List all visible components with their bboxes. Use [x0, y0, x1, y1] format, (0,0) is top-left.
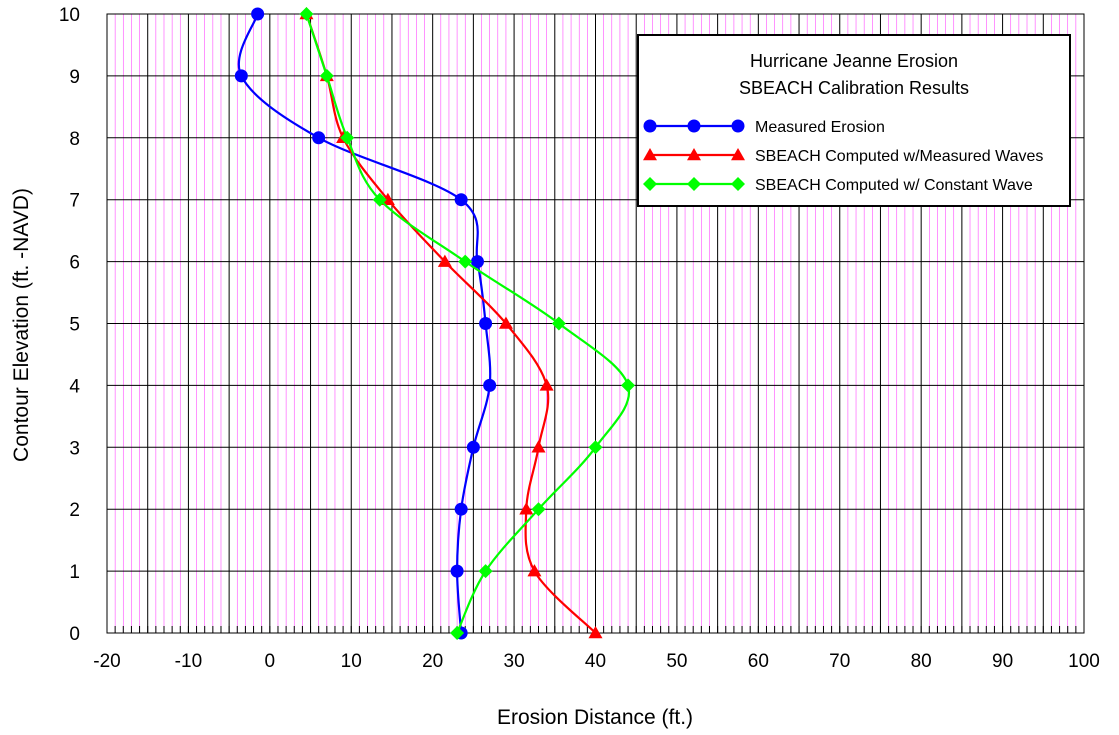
x-tick-label: 50: [666, 651, 687, 672]
legend-marker: [731, 119, 745, 133]
y-tick-label: 6: [69, 253, 80, 274]
legend-entry: SBEACH Computed w/Measured Waves: [643, 148, 1043, 165]
x-tick-label: 70: [829, 651, 850, 672]
x-tick-label: 90: [992, 651, 1013, 672]
data-point: [458, 254, 473, 269]
legend-marker: [687, 119, 701, 133]
data-point: [478, 564, 493, 579]
data-point: [251, 7, 265, 21]
y-tick-label: 2: [69, 500, 80, 521]
legend-marker: [643, 148, 657, 161]
legend-label: SBEACH Computed w/ Constant Wave: [755, 177, 1033, 194]
data-point: [450, 626, 465, 640]
data-point: [483, 378, 497, 392]
series-circle: [234, 7, 497, 640]
legend-marker: [731, 177, 745, 191]
data-point: [539, 378, 554, 391]
data-point: [437, 254, 452, 267]
data-point: [531, 502, 546, 517]
x-tick-labels: -20 -10 0 10 20 30 40 50 60 70 80 90 100: [93, 651, 1100, 672]
data-point: [527, 564, 542, 577]
data-point: [454, 193, 468, 207]
legend-box: [637, 34, 1071, 207]
y-tick-label: 9: [69, 67, 80, 88]
legend-entries: Measured Erosion SBEACH Computed w/Measur…: [643, 119, 1043, 194]
y-tick-label: 10: [59, 5, 80, 26]
x-tick-label: 40: [585, 651, 606, 672]
x-tick-label: 0: [265, 651, 276, 672]
y-axis-title: Contour Elevation (ft. -NAVD): [10, 188, 33, 462]
x-tick-label: 10: [341, 651, 362, 672]
y-tick-label: 7: [69, 191, 80, 212]
legend-entry: Measured Erosion: [643, 119, 885, 136]
legend-title-line1: Hurricane Jeanne Erosion: [750, 51, 958, 71]
x-tick-label: 20: [422, 651, 443, 672]
y-tick-label: 3: [69, 438, 80, 459]
x-minor-ticks: [106, 626, 1085, 633]
data-point: [372, 192, 387, 207]
data-point: [234, 69, 248, 83]
y-tick-label: 5: [69, 315, 80, 336]
y-tick-label: 4: [69, 376, 80, 397]
data-point: [498, 316, 513, 329]
data-point: [466, 440, 480, 454]
legend-marker: [731, 148, 745, 161]
x-tick-label: 80: [911, 651, 932, 672]
series-layer: [234, 7, 636, 640]
data-point: [531, 440, 546, 453]
data-point: [319, 68, 334, 83]
legend-marker: [687, 177, 701, 191]
legend-label: Measured Erosion: [755, 119, 885, 136]
legend: Hurricane Jeanne Erosion SBEACH Calibrat…: [637, 34, 1071, 207]
y-tick-labels: 0 1 2 3 4 5 6 7 8 9 10: [59, 5, 81, 645]
y-tick-label: 1: [69, 562, 80, 583]
x-tick-label: 60: [748, 651, 769, 672]
data-point: [312, 131, 326, 145]
x-tick-label: -20: [93, 651, 120, 672]
legend-marker: [687, 148, 701, 161]
x-tick-label: 100: [1068, 651, 1100, 672]
data-point: [588, 626, 603, 639]
y-tick-label: 8: [69, 129, 80, 150]
data-point: [340, 130, 355, 145]
x-axis-title: Erosion Distance (ft.): [497, 706, 693, 729]
data-point: [450, 564, 464, 578]
x-tick-label: -10: [175, 651, 202, 672]
data-point: [479, 317, 493, 330]
data-point: [519, 502, 534, 515]
legend-marker: [643, 119, 657, 133]
y-tick-label: 0: [69, 624, 80, 645]
legend-marker: [643, 177, 657, 191]
series-diamond: [299, 7, 636, 640]
data-point: [621, 378, 636, 393]
data-point: [551, 316, 566, 331]
data-point: [299, 7, 314, 21]
data-point: [588, 440, 603, 455]
data-point: [470, 255, 484, 269]
legend-label: SBEACH Computed w/Measured Waves: [755, 148, 1043, 165]
data-point: [454, 502, 468, 516]
legend-entry: SBEACH Computed w/ Constant Wave: [643, 177, 1033, 194]
legend-title-line2: SBEACH Calibration Results: [739, 78, 969, 98]
x-tick-label: 30: [504, 651, 525, 672]
